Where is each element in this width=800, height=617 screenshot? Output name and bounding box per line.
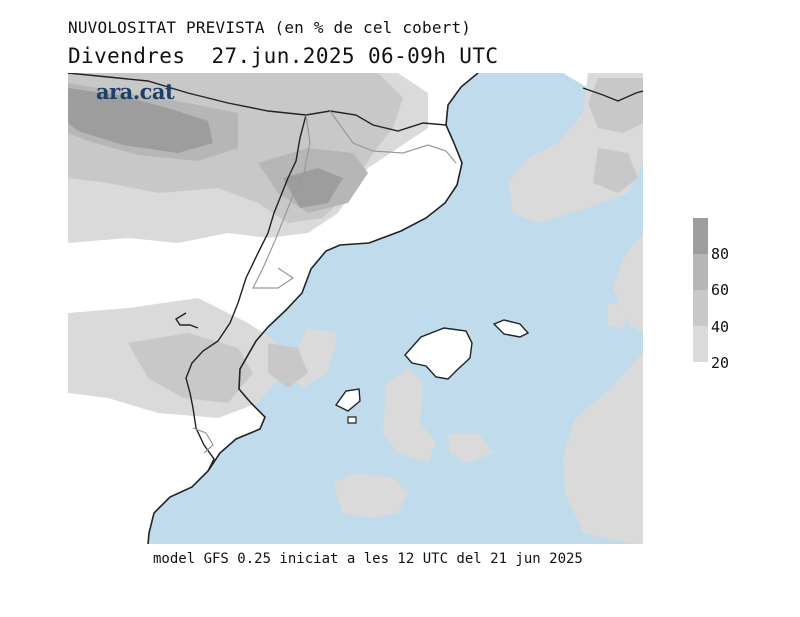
island-eivissa [334, 388, 361, 412]
regional-border-catalonia-north [329, 110, 457, 164]
regional-border-aragon-catalonia [185, 114, 307, 472]
cloud-band-80-100 [68, 88, 343, 208]
legend-tick-60: 60 [711, 281, 730, 299]
island-formentera [347, 416, 357, 424]
forecast-title: NUVOLOSITAT PREVISTA (en % de cel cobert… [68, 18, 472, 37]
island-menorca [492, 319, 530, 338]
legend-tick-80: 80 [711, 245, 730, 263]
model-run-info: model GFS 0.25 iniciat a les 12 UTC del … [153, 551, 583, 567]
island-mallorca [404, 327, 473, 380]
regional-border-interior [252, 114, 311, 289]
legend-band-20-40 [693, 326, 708, 362]
regional-border-valencia [192, 427, 214, 454]
legend-band-80-100 [693, 218, 708, 254]
color-legend [693, 218, 708, 362]
map-canvas [68, 73, 643, 544]
national-border-east [582, 87, 643, 102]
legend-tick-40: 40 [711, 318, 730, 336]
forecast-date: Divendres 27.jun.2025 06-09h UTC [68, 44, 499, 68]
cloud-cover-map: ara.cat [68, 73, 643, 544]
ara-cat-logo: ara.cat [96, 79, 175, 104]
teruel-notch [175, 312, 199, 329]
legend-tick-20: 20 [711, 354, 730, 372]
legend-band-40-60 [693, 290, 708, 326]
legend-band-60-80 [693, 254, 708, 290]
